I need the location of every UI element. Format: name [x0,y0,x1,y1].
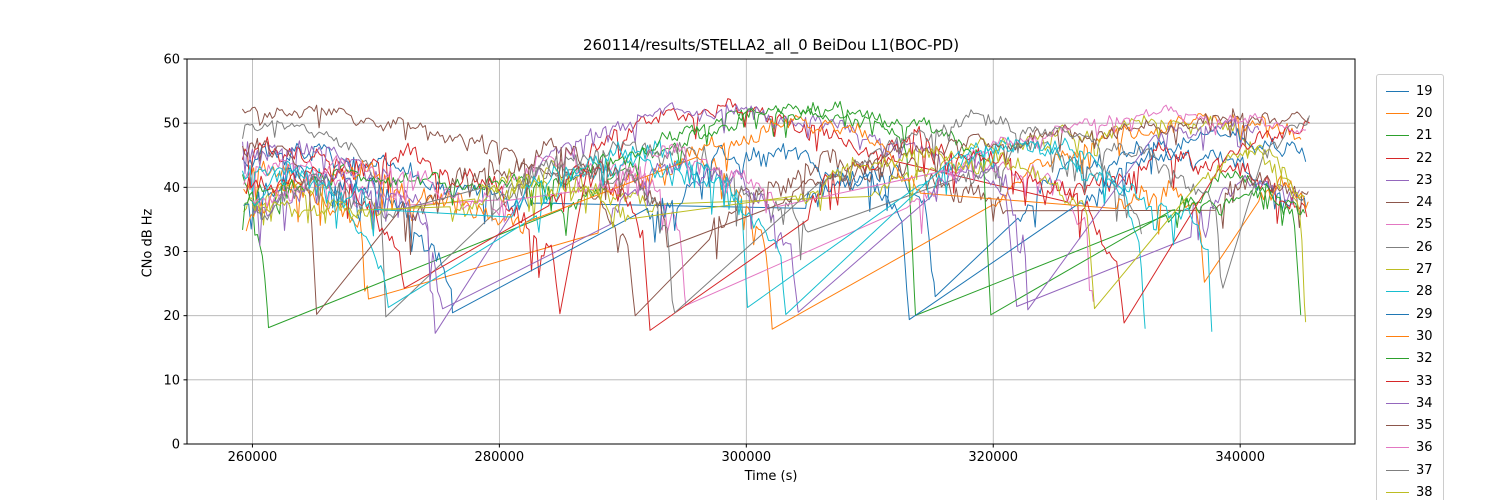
series-line-35 [242,108,1309,315]
legend-item-21: 21 [1377,125,1443,147]
legend-line-swatch [1386,469,1409,471]
legend-label: 27 [1416,262,1433,278]
legend-item-35: 35 [1377,414,1443,436]
legend-label: 23 [1416,172,1433,188]
legend-item-24: 24 [1377,191,1443,213]
legend-line-swatch [1386,135,1409,137]
legend-item-37: 37 [1377,459,1443,481]
legend-item-30: 30 [1377,325,1443,347]
legend-label: 22 [1416,150,1433,166]
legend-label: 25 [1416,217,1433,233]
x-tick-label: 320000 [968,450,1018,465]
series-line-37 [251,109,1310,314]
y-tick-label: 30 [163,245,180,260]
legend-item-28: 28 [1377,281,1443,303]
legend-label: 26 [1416,239,1433,255]
legend-line-swatch [1386,425,1409,427]
series-line-26 [242,120,1142,318]
series-line-39 [251,139,1213,332]
legend-item-25: 25 [1377,214,1443,236]
legend-label: 34 [1416,395,1433,411]
legend-label: 33 [1416,373,1433,389]
legend-item-27: 27 [1377,258,1443,280]
series-line-20 [243,113,1302,330]
legend-line-swatch [1386,112,1409,114]
legend-line-swatch [1386,157,1409,159]
legend-line-swatch [1386,313,1409,315]
legend-line-swatch [1386,335,1409,337]
series-line-30 [245,114,1309,283]
y-axis-label: CNo dB Hz [140,208,156,278]
legend-line-swatch [1386,269,1409,271]
legend-box: 1920212223242526272829303233343536373839… [1376,74,1444,500]
legend-label: 36 [1416,440,1433,456]
y-tick-label: 20 [163,309,180,324]
series-line-23 [242,102,1300,334]
legend-label: 35 [1416,418,1433,434]
series-line-33 [245,120,1310,331]
legend-item-19: 19 [1377,80,1443,102]
y-tick-label: 50 [163,117,180,132]
legend-line-swatch [1386,246,1409,248]
legend-label: 20 [1416,105,1433,121]
y-tick-label: 10 [163,373,180,388]
legend-label: 19 [1416,83,1433,99]
legend-line-swatch [1386,179,1409,181]
legend-item-32: 32 [1377,348,1443,370]
x-tick-label: 340000 [1215,450,1265,465]
legend-line-swatch [1386,90,1409,92]
x-axis-label: Time (s) [744,469,798,484]
x-tick-label: 300000 [721,450,771,465]
legend-item-29: 29 [1377,303,1443,325]
x-tick-label: 260000 [228,450,278,465]
series-line-25 [243,147,1094,306]
legend-label: 29 [1416,306,1433,322]
legend-line-swatch [1386,380,1409,382]
legend-item-26: 26 [1377,236,1443,258]
legend-line-swatch [1386,224,1409,226]
legend-item-20: 20 [1377,102,1443,124]
chart-title: 260114/results/STELLA2_all_0 BeiDou L1(B… [582,36,960,54]
y-tick-label: 40 [163,181,180,196]
legend-line-swatch [1386,202,1409,204]
legend-line-swatch [1386,402,1409,404]
x-tick-label: 280000 [475,450,525,465]
legend-item-33: 33 [1377,370,1443,392]
legend-line-swatch [1386,447,1409,449]
legend-label: 30 [1416,328,1433,344]
y-tick-label: 0 [172,438,180,453]
series-line-38 [251,145,1305,310]
y-tick-label: 60 [163,53,180,68]
series-line-34 [251,117,1260,313]
legend-label: 21 [1416,128,1433,144]
legend-item-38: 38 [1377,481,1443,500]
legend-label: 28 [1416,284,1433,300]
legend-item-36: 36 [1377,437,1443,459]
legend-line-swatch [1386,358,1409,360]
legend-label: 37 [1416,462,1433,478]
legend-item-34: 34 [1377,392,1443,414]
legend-label: 24 [1416,195,1433,211]
legend-item-22: 22 [1377,147,1443,169]
legend-line-swatch [1386,291,1409,293]
legend-line-swatch [1386,491,1409,493]
legend-label: 38 [1416,484,1433,500]
series-line-36 [251,104,1307,223]
legend-label: 32 [1416,351,1433,367]
legend-item-23: 23 [1377,169,1443,191]
